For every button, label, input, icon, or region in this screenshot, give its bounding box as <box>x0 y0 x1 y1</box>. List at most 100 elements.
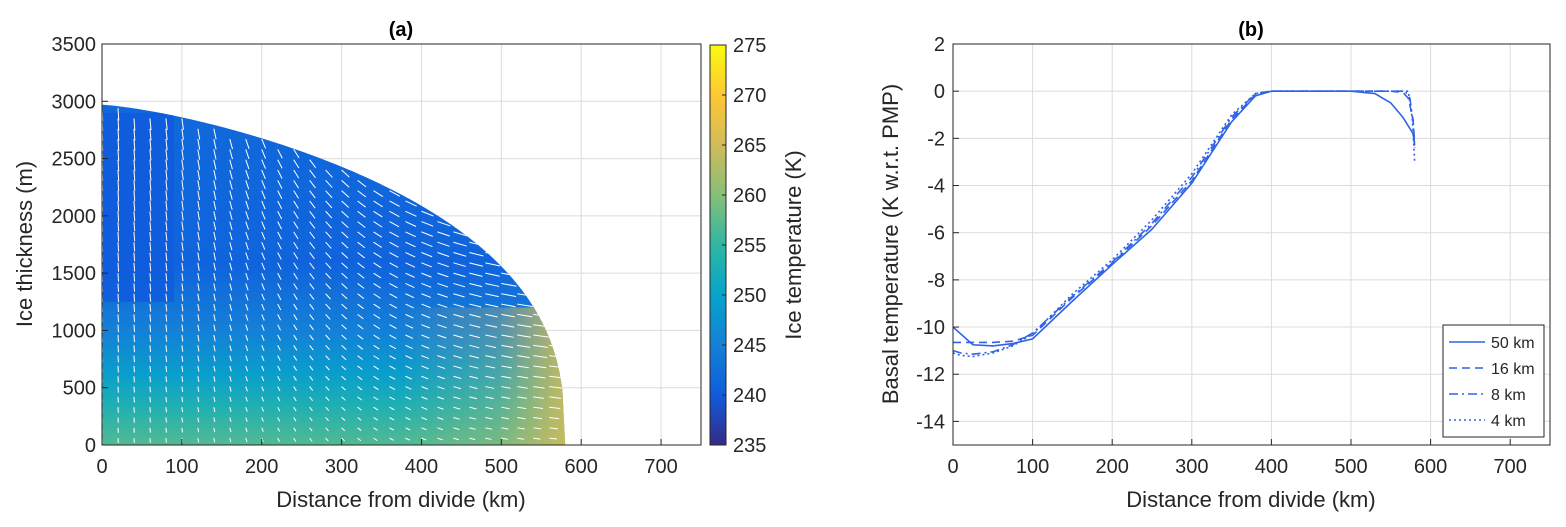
quiver-arrow <box>341 252 349 259</box>
quiver-arrow <box>245 252 249 261</box>
quiver-arrow <box>149 345 152 353</box>
quiver-arrow <box>421 293 432 298</box>
quiver-arrow <box>373 303 381 309</box>
quiver-arrow <box>197 159 201 170</box>
quiver-arrow <box>293 303 298 311</box>
quiver-arrow <box>213 365 216 372</box>
colorbar-tick-label: 275 <box>733 35 766 57</box>
quiver-arrow <box>341 375 347 381</box>
quiver-arrow <box>341 241 349 249</box>
quiver-arrow <box>149 128 152 141</box>
quiver-arrow <box>405 293 415 299</box>
quiver-arrow <box>373 283 382 289</box>
quiver-arrow <box>181 242 184 251</box>
quiver-arrow <box>309 324 314 331</box>
quiver-arrow <box>373 231 383 238</box>
quiver-arrow <box>117 262 120 272</box>
quiver-arrow <box>501 344 514 348</box>
y-tick-label: 0 <box>934 81 945 103</box>
quiver-arrow <box>261 242 266 250</box>
x-tick-label: 500 <box>485 456 518 478</box>
quiver-arrow <box>133 180 136 191</box>
quiver-arrow <box>501 324 515 328</box>
quiver-arrow <box>421 427 427 431</box>
quiver-arrow <box>485 334 497 338</box>
quiver-arrow <box>485 406 494 410</box>
quiver-arrow <box>197 231 200 241</box>
y-tick-label: -6 <box>927 223 945 245</box>
quiver-arrow <box>181 283 184 292</box>
quiver-arrow <box>309 417 313 422</box>
quiver-arrow <box>485 365 496 369</box>
quiver-arrow <box>453 396 461 400</box>
quiver-arrow <box>325 283 332 290</box>
quiver-arrow <box>277 252 282 260</box>
quiver-arrow <box>485 324 498 328</box>
quiver-arrow <box>485 262 501 267</box>
quiver-arrow <box>197 273 200 281</box>
quiver-arrow <box>309 241 315 250</box>
quiver-arrow <box>421 324 431 329</box>
quiver-arrow <box>501 396 511 400</box>
quiver-arrow <box>437 334 447 339</box>
quiver-arrow <box>405 334 414 339</box>
quiver-arrow <box>165 417 167 423</box>
cold-core-layer <box>102 112 174 302</box>
colorbar-tick-label: 250 <box>733 285 766 307</box>
quiver-arrow <box>277 417 281 422</box>
quiver-arrow <box>485 272 500 277</box>
colorbar-tick-label: 255 <box>733 235 766 257</box>
x-tick-label: 600 <box>565 456 598 478</box>
quiver-arrow <box>245 272 249 281</box>
quiver-arrow <box>117 139 120 151</box>
quiver-arrow <box>213 324 216 332</box>
quiver-arrow <box>533 334 549 338</box>
quiver-arrow <box>533 427 542 430</box>
quiver-arrow <box>341 293 348 300</box>
quiver-arrow <box>197 355 200 362</box>
quiver-arrow <box>213 180 217 190</box>
quiver-arrow <box>421 221 434 227</box>
quiver-arrow <box>501 427 509 430</box>
quiver-arrow <box>421 344 430 349</box>
quiver-arrow <box>229 180 233 190</box>
quiver-arrow <box>373 334 380 340</box>
quiver-arrow <box>117 200 120 212</box>
quiver-arrow <box>133 149 136 161</box>
quiver-arrow <box>245 355 249 362</box>
quiver-arrow <box>469 344 480 349</box>
quiver-arrow <box>197 376 200 382</box>
quiver-arrow <box>309 427 313 432</box>
quiver-arrow <box>453 293 465 298</box>
quiver-arrow <box>453 406 461 410</box>
quiver-arrow <box>533 365 547 369</box>
quiver-arrow <box>149 273 152 282</box>
quiver-arrow <box>229 221 233 231</box>
quiver-arrow <box>501 365 512 369</box>
quiver-arrow <box>309 334 314 341</box>
quiver-arrow <box>261 303 265 311</box>
quiver-arrow <box>293 252 299 260</box>
quiver-arrow <box>357 427 362 431</box>
quiver-arrow <box>197 438 200 443</box>
quiver-arrow <box>133 293 136 302</box>
quiver-arrow <box>357 210 366 218</box>
quiver-arrow <box>293 386 297 392</box>
quiver-arrow <box>325 293 331 300</box>
quiver-arrow <box>405 252 416 258</box>
quiver-arrow <box>293 427 297 432</box>
quiver-arrow <box>245 345 249 352</box>
quiver-arrow <box>133 304 136 312</box>
quiver-arrow <box>501 334 514 338</box>
quiver-arrow <box>181 417 184 423</box>
quiver-arrow <box>229 169 233 180</box>
quiver-arrow <box>165 242 168 252</box>
panel-b-y-ticks: 2 0 -2 -4 -6 -8 -10 -12 -14 <box>916 34 959 433</box>
quiver-arrow <box>277 241 282 250</box>
quiver-arrow <box>405 313 414 319</box>
quiver-arrow <box>341 190 350 198</box>
quiver-arrow <box>149 242 152 252</box>
quiver-arrow <box>421 355 430 360</box>
quiver-arrow <box>325 324 331 330</box>
